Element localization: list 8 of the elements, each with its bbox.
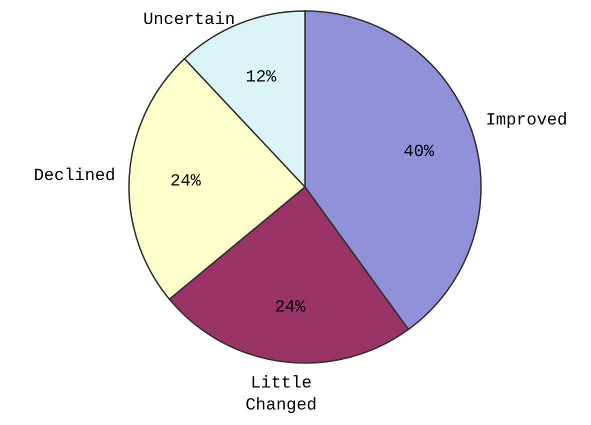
slice-label: Declined bbox=[34, 167, 116, 186]
slice-label: Improved bbox=[486, 111, 568, 130]
data-label: 24% bbox=[170, 172, 202, 192]
slice-label: Little Changed bbox=[245, 374, 317, 416]
data-label: 24% bbox=[274, 298, 306, 318]
data-label: 12% bbox=[246, 68, 278, 88]
data-label: 40% bbox=[404, 143, 435, 162]
slice-label: Uncertain bbox=[143, 11, 236, 30]
